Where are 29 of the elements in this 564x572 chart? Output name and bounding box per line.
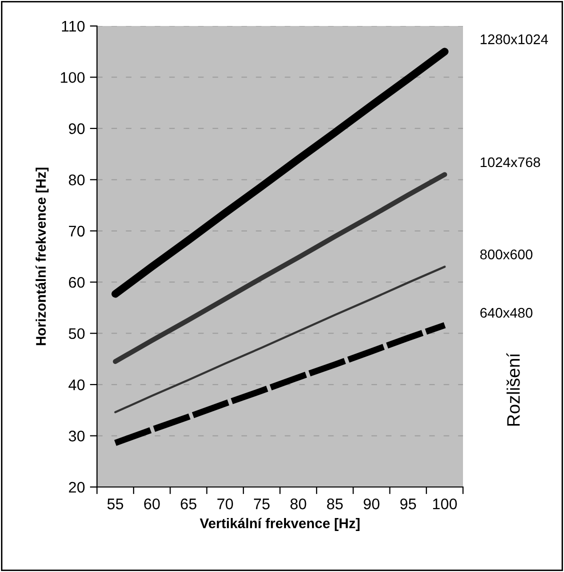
y-tick-label: 20 <box>68 482 85 493</box>
x-tick-label: 70 <box>217 498 233 510</box>
x-tick-label: 55 <box>107 498 124 510</box>
x-tick-label: 95 <box>400 498 416 510</box>
x-tick-label: 60 <box>144 498 160 510</box>
x-tick-label: 75 <box>254 498 270 510</box>
y-tick-label: 110 <box>62 20 85 32</box>
line-series <box>114 266 446 414</box>
x-tick-label: 100 <box>433 498 457 510</box>
y-axis-title: Horizontální frekvence [Hz] <box>36 168 49 346</box>
text: 640x480 <box>480 308 532 318</box>
y-tick-label: 80 <box>68 174 85 186</box>
y-tick-label: 30 <box>68 430 85 442</box>
y-tick-label: 70 <box>68 226 85 237</box>
y-tick-label: 50 <box>68 328 85 340</box>
x-tick-label: 85 <box>327 498 343 510</box>
x-tick-label: 80 <box>290 498 306 510</box>
text: 800x600 <box>480 250 532 260</box>
x-axis-title: Vertikální frekvence [Hz] <box>200 518 360 531</box>
y-tick-label: 100 <box>60 72 85 83</box>
y-tick-label: 40 <box>68 379 85 390</box>
x-tick-label: 90 <box>364 498 380 510</box>
y-tick-label: 90 <box>68 123 85 134</box>
text: 1280x1024 <box>480 34 548 44</box>
text: 1024x768 <box>480 157 540 168</box>
legend-title: Rozlišení <box>506 352 520 426</box>
x-tick-label: 65 <box>180 498 196 510</box>
y-tick-label: 60 <box>68 276 85 288</box>
line-series <box>112 172 448 364</box>
